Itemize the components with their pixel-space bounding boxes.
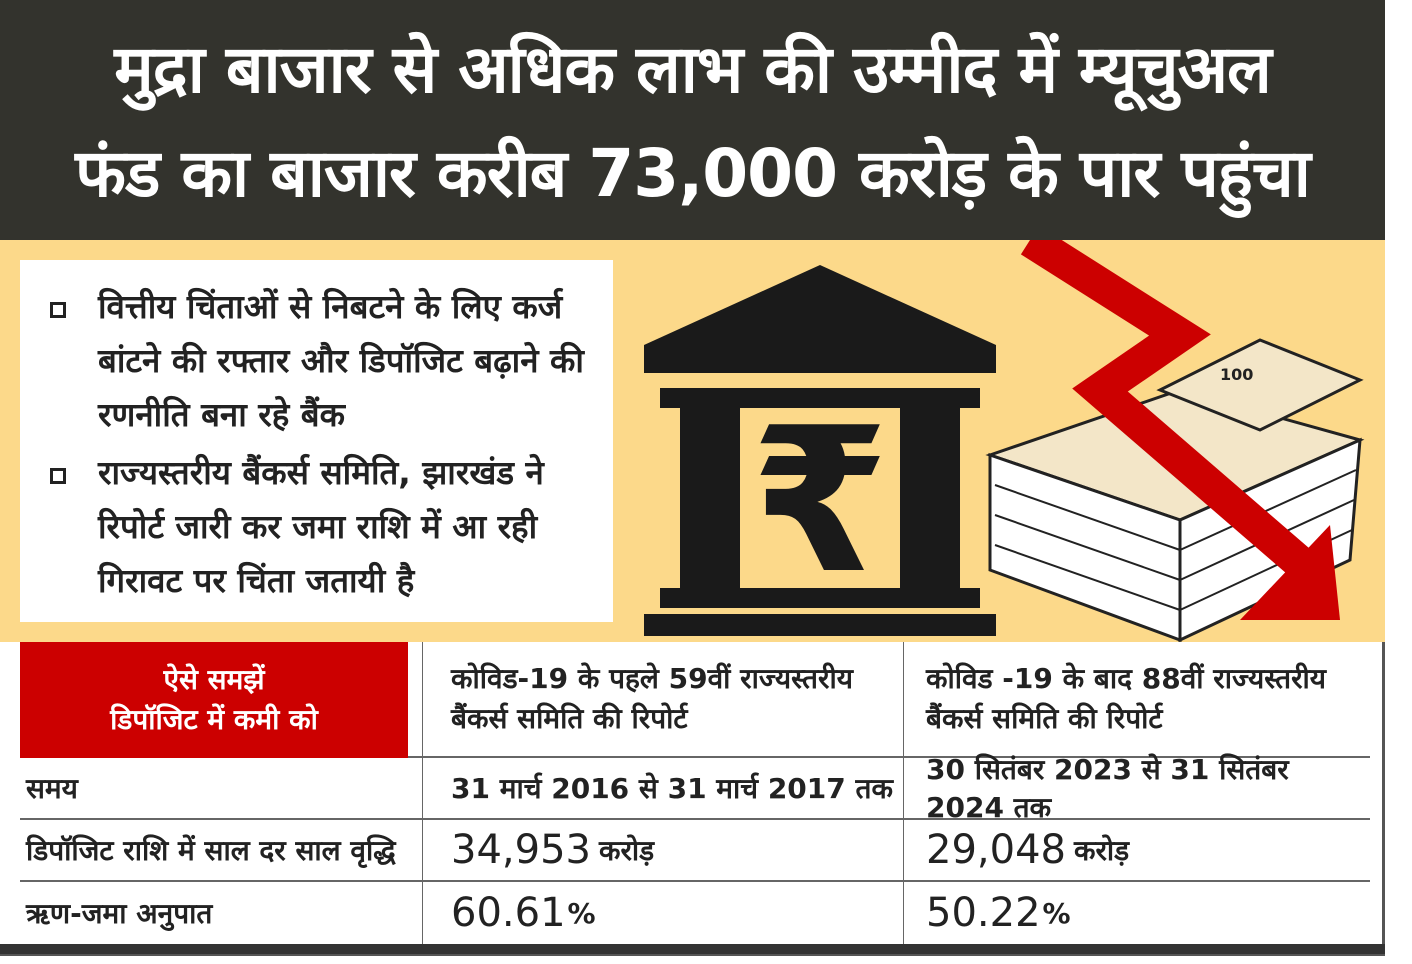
col-header-post-covid: कोविड -19 के बाद 88वीं राज्यस्तरीय बैंकर…	[903, 642, 1370, 756]
red-down-arrow-icon	[1020, 240, 1332, 593]
table-header-row: ऐसे समझें डिपॉजिट में कमी को कोविड-19 के …	[20, 642, 1370, 758]
bullet-text: राज्यस्तरीय बैंकर्स समिति, झारखंड ने रिप…	[98, 453, 544, 600]
row-label: डिपॉजिट राशि में साल दर साल वृद्धि	[26, 834, 396, 867]
bank-icon: ₹	[644, 265, 996, 636]
row-label: ऋण-जमा अनुपात	[26, 897, 213, 930]
bottom-bar	[0, 944, 1385, 954]
col-header-pre-covid: कोविड-19 के पहले 59वीं राज्यस्तरीय बैंकर…	[422, 642, 903, 756]
cell: 50.22%	[903, 882, 1370, 944]
cell: 34,953 करोड़	[422, 820, 903, 880]
illustration-band: वित्तीय चिंताओं से निबटने के लिए कर्ज बा…	[0, 240, 1385, 642]
comparison-table: ऐसे समझें डिपॉजिट में कमी को कोविड-19 के …	[20, 642, 1370, 944]
rupee-icon: ₹	[750, 385, 889, 618]
bullet-item: राज्यस्तरीय बैंकर्स समिति, झारखंड ने रिप…	[50, 446, 593, 608]
bank-money-illustration: ₹ 100	[644, 240, 1365, 642]
cell: 31 मार्च 2016 से 31 मार्च 2017 तक	[422, 758, 903, 818]
square-bullet-icon	[50, 468, 66, 484]
square-bullet-icon	[50, 302, 66, 318]
cell: 30 सितंबर 2023 से 31 सितंबर 2024 तक	[903, 753, 1370, 824]
table-row: समय 31 मार्च 2016 से 31 मार्च 2017 तक 30…	[20, 753, 1370, 824]
headline-line2: फंड का बाजार करीब 73,000 करोड़ के पार पह…	[75, 135, 1311, 212]
svg-text:100: 100	[1220, 365, 1253, 384]
headline-line1: मुद्रा बाजार से अधिक लाभ की उम्मीद में म…	[114, 31, 1272, 108]
bullet-item: वित्तीय चिंताओं से निबटने के लिए कर्ज बा…	[50, 280, 593, 442]
bullet-text: वित्तीय चिंताओं से निबटने के लिए कर्ज बा…	[98, 287, 584, 434]
cell: 29,048 करोड़	[903, 820, 1370, 880]
table-row: ऋण-जमा अनुपात 60.61% 50.22%	[20, 882, 1370, 944]
row-label: समय	[26, 772, 78, 805]
table-title: ऐसे समझें डिपॉजिट में कमी को	[20, 642, 408, 758]
bullet-box: वित्तीय चिंताओं से निबटने के लिए कर्ज बा…	[20, 260, 613, 622]
cell: 60.61%	[422, 882, 903, 944]
table-row: डिपॉजिट राशि में साल दर साल वृद्धि 34,95…	[20, 820, 1370, 882]
headline: मुद्रा बाजार से अधिक लाभ की उम्मीद में म…	[0, 0, 1385, 240]
